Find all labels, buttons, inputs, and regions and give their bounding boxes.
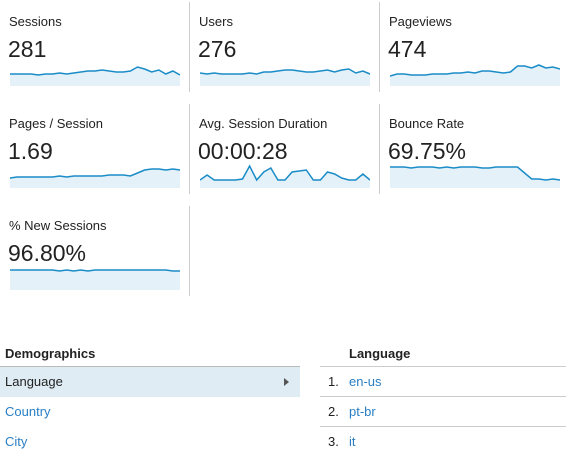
sparkline-line [10, 168, 180, 179]
section-title: Demographics [5, 346, 96, 361]
sparkline-line [10, 66, 180, 76]
sparkline [10, 66, 180, 86]
metric-value: 276 [198, 36, 237, 62]
sparkline [200, 68, 370, 86]
sparkline-area [390, 167, 560, 188]
metric-card: Bounce Rate 69.75% [380, 104, 566, 194]
metric-card: Sessions 281 [0, 2, 190, 92]
metric-value: 1.69 [8, 138, 53, 164]
metric-value: 69.75% [388, 138, 467, 164]
sparkline [10, 168, 180, 188]
metric-card: % New Sessions 96.80% [0, 206, 190, 296]
row-name[interactable]: en-us [349, 374, 382, 389]
sparkline-line [10, 269, 180, 272]
sparkline [390, 166, 560, 188]
sparkline-area [390, 65, 560, 86]
row-name[interactable]: pt-br [349, 404, 376, 419]
demographics-item[interactable]: City [5, 434, 28, 449]
divider [0, 366, 300, 367]
sparkline-area [10, 270, 180, 290]
sparkline-line [390, 64, 560, 77]
metric-label: Users [199, 14, 233, 29]
metric-card: Users 276 [190, 2, 380, 92]
metric-card: Pageviews 474 [380, 2, 566, 92]
metric-label: Pages / Session [9, 116, 103, 131]
table-row: 2. pt-br [320, 396, 566, 427]
metric-value: 474 [388, 36, 427, 62]
sparkline-area [200, 166, 370, 188]
metric-label: Avg. Session Duration [199, 116, 328, 131]
row-rank: 2. [328, 404, 339, 419]
sparkline [390, 64, 560, 86]
metric-value: 96.80% [8, 240, 87, 266]
sparkline-line [390, 166, 560, 181]
sparkline-line [200, 164, 370, 182]
metric-label: Pageviews [389, 14, 452, 29]
sparkline-line [200, 68, 370, 75]
metric-card: Pages / Session 1.69 [0, 104, 190, 194]
metric-card: Avg. Session Duration 00:00:28 [190, 104, 380, 194]
table-row: 3. it [320, 426, 566, 457]
metric-label: % New Sessions [9, 218, 107, 233]
demographics-item[interactable]: Country [5, 404, 51, 419]
sparkline-area [200, 69, 370, 86]
metric-value: 281 [8, 36, 47, 62]
sparkline [10, 269, 180, 290]
row-rank: 1. [328, 374, 339, 389]
demographics-item[interactable]: Language [0, 367, 300, 397]
sparkline-area [10, 67, 180, 86]
sparkline-area [10, 169, 180, 188]
metric-label: Sessions [9, 14, 62, 29]
row-rank: 3. [328, 434, 339, 449]
metric-label: Bounce Rate [389, 116, 465, 131]
table-header: Language [349, 346, 411, 361]
row-name[interactable]: it [349, 434, 356, 449]
sparkline [200, 164, 370, 188]
metric-value: 00:00:28 [198, 138, 288, 164]
table-row: 1. en-us [320, 366, 566, 397]
